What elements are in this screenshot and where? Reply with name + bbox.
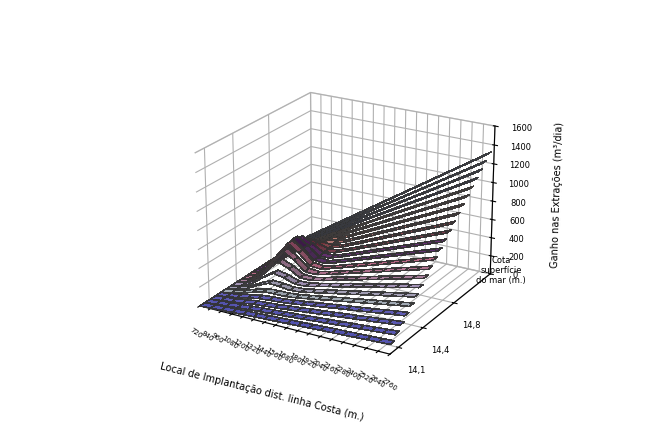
Text: Cota
superfície
do mar (m.): Cota superfície do mar (m.) [476, 255, 526, 286]
X-axis label: Local de Implantação dist. linha Costa (m.): Local de Implantação dist. linha Costa (… [159, 361, 364, 422]
